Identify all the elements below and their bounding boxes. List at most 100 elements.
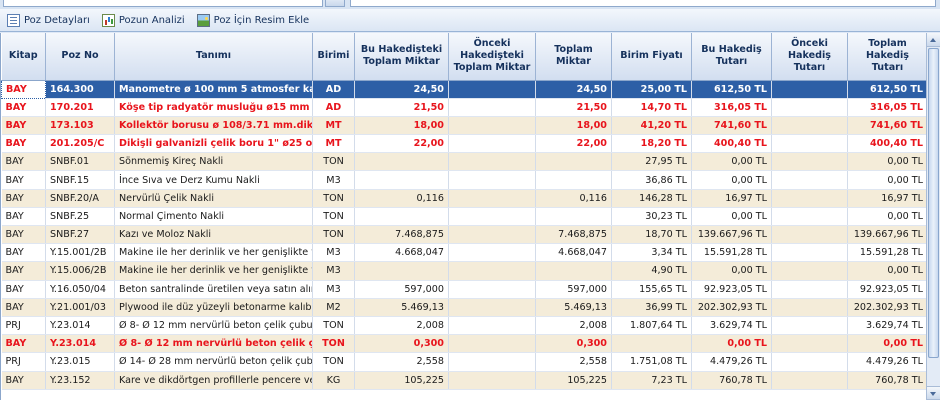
cell-bu-hakedis-miktar[interactable]	[354, 152, 449, 172]
cell-kitap[interactable]: BAY	[1, 261, 46, 281]
col-header-onceki-hakedis-miktar[interactable]: Önceki Hakedişteki Toplam Miktar	[448, 33, 536, 81]
cell-poz-no[interactable]: 173.103	[45, 116, 115, 136]
cell-onceki-hakedis-tutari[interactable]	[771, 243, 848, 263]
cell-onceki-hakedis-miktar[interactable]	[448, 80, 536, 99]
cell-bu-hakedis-tutari[interactable]: 202.302,93 TL	[691, 298, 772, 317]
cell-bu-hakedis-miktar[interactable]: 7.468,875	[354, 225, 449, 245]
cell-poz-no[interactable]: 170.201	[45, 98, 115, 117]
col-header-poz-no[interactable]: Poz No	[45, 33, 115, 81]
cell-poz-no[interactable]: SNBF.27	[45, 225, 115, 245]
cell-tanimi[interactable]: Manometre ø 100 mm 5 atmosfer kad	[114, 80, 313, 99]
cell-bu-hakedis-tutari[interactable]: 741,60 TL	[691, 116, 772, 136]
col-header-onceki-hakedis-tutari[interactable]: Önceki Hakediş Tutarı	[771, 33, 848, 81]
cell-onceki-hakedis-tutari[interactable]	[771, 116, 848, 136]
cell-toplam-hakedis-tutari[interactable]: 741,60 TL	[847, 116, 926, 136]
table-row[interactable]: BAY Y.23.014 Ø 8- Ø 12 mm nervürlü beton ç…	[1, 334, 926, 354]
cell-birimi[interactable]: TON	[312, 207, 355, 227]
cell-toplam-miktar[interactable]: 2,008	[535, 316, 612, 336]
cell-poz-no[interactable]: SNBF.25	[45, 207, 115, 227]
cell-kitap[interactable]: BAY	[1, 152, 46, 172]
cell-kitap[interactable]: BAY	[1, 98, 46, 117]
cell-poz-no[interactable]: Y.15.001/2B	[45, 243, 115, 263]
cell-bu-hakedis-miktar[interactable]: 24,50	[354, 80, 449, 99]
cell-birim-fiyati[interactable]: 41,20 TL	[611, 116, 692, 136]
cell-poz-no[interactable]: Y.21.001/03	[45, 298, 115, 317]
cell-kitap[interactable]: BAY	[1, 79, 46, 99]
cell-birimi[interactable]: MT	[312, 116, 355, 136]
cell-bu-hakedis-miktar[interactable]: 18,00	[354, 116, 449, 136]
filter-combo-input[interactable]	[3, 0, 323, 7]
cell-onceki-hakedis-tutari[interactable]	[771, 189, 848, 208]
col-header-bu-hakedis-miktar[interactable]: Bu Hakedişteki Toplam Miktar	[354, 33, 449, 81]
cell-bu-hakedis-miktar[interactable]: 4.668,047	[354, 243, 449, 263]
vertical-scrollbar[interactable]	[926, 33, 940, 400]
add-image-button[interactable]: Poz İçin Resim Ekle	[194, 11, 313, 29]
cell-poz-no[interactable]: 164.300	[45, 80, 115, 99]
cell-tanimi[interactable]: Kollektör borusu ø 108/3.71 mm.dikiş	[114, 116, 313, 136]
cell-onceki-hakedis-miktar[interactable]	[448, 207, 536, 227]
cell-bu-hakedis-tutari[interactable]: 0,00 TL	[691, 152, 772, 172]
cell-toplam-miktar[interactable]: 24,50	[535, 80, 612, 99]
cell-birim-fiyati[interactable]: 3,34 TL	[611, 243, 692, 263]
poz-analysis-button[interactable]: Pozun Analizi	[99, 11, 188, 29]
cell-bu-hakedis-tutari[interactable]: 16,97 TL	[691, 189, 772, 208]
cell-kitap[interactable]: BAY	[1, 170, 46, 190]
cell-onceki-hakedis-tutari[interactable]	[771, 134, 848, 154]
cell-poz-no[interactable]: Y.23.152	[45, 371, 115, 390]
cell-bu-hakedis-miktar[interactable]: 21,50	[354, 98, 449, 117]
cell-bu-hakedis-tutari[interactable]: 0,00 TL	[691, 170, 772, 190]
cell-toplam-miktar[interactable]	[535, 152, 612, 172]
cell-onceki-hakedis-miktar[interactable]	[448, 316, 536, 336]
cell-kitap[interactable]: BAY	[1, 243, 46, 263]
table-row[interactable]: BAY 173.103 Kollektör borusu ø 108/3.71 mm…	[1, 116, 926, 136]
cell-onceki-hakedis-tutari[interactable]	[771, 352, 848, 372]
cell-kitap[interactable]: PRJ	[1, 316, 46, 336]
scroll-up-arrow-icon[interactable]	[927, 33, 940, 47]
cell-onceki-hakedis-miktar[interactable]	[448, 116, 536, 136]
cell-toplam-miktar[interactable]	[535, 207, 612, 227]
cell-tanimi[interactable]: Makine ile her derinlik ve her genişlikt…	[114, 261, 313, 281]
cell-toplam-hakedis-tutari[interactable]: 612,50 TL	[847, 80, 926, 99]
cell-kitap[interactable]: BAY	[1, 207, 46, 227]
cell-toplam-hakedis-tutari[interactable]: 400,40 TL	[847, 134, 926, 154]
cell-birim-fiyati[interactable]: 7,23 TL	[611, 371, 692, 390]
col-header-bu-hakedis-tutari[interactable]: Bu Hakediş Tutarı	[691, 33, 772, 81]
cell-tanimi[interactable]: Kazı ve Moloz Nakli	[114, 225, 313, 245]
cell-bu-hakedis-miktar[interactable]: 2,008	[354, 316, 449, 336]
cell-bu-hakedis-tutari[interactable]: 3.629,74 TL	[691, 316, 772, 336]
cell-toplam-miktar[interactable]: 21,50	[535, 98, 612, 117]
col-header-toplam-hakedis-tutari[interactable]: Toplam Hakediş Tutarı	[847, 33, 926, 81]
cell-birim-fiyati[interactable]: 18,20 TL	[611, 134, 692, 154]
cell-toplam-hakedis-tutari[interactable]: 0,00 TL	[847, 334, 926, 354]
cell-onceki-hakedis-miktar[interactable]	[448, 134, 536, 154]
table-row[interactable]: BAY SNBF.27 Kazı ve Moloz Nakli TON 7.468,87…	[1, 225, 926, 245]
table-row[interactable]: BAY 164.300 Manometre ø 100 mm 5 atmosfer …	[1, 79, 926, 99]
table-row[interactable]: BAY 201.205/C Dikişli galvanizli çelik bor…	[1, 134, 926, 154]
cell-onceki-hakedis-miktar[interactable]	[448, 261, 536, 281]
cell-kitap[interactable]: BAY	[1, 116, 46, 136]
cell-bu-hakedis-tutari[interactable]: 612,50 TL	[691, 80, 772, 99]
cell-kitap[interactable]: BAY	[1, 189, 46, 208]
cell-bu-hakedis-tutari[interactable]: 316,05 TL	[691, 98, 772, 117]
cell-tanimi[interactable]: Ø 14- Ø 28 mm nervürlü beton çelik çub	[114, 352, 313, 372]
cell-birim-fiyati[interactable]: 155,65 TL	[611, 280, 692, 299]
table-row[interactable]: BAY 170.201 Köşe tip radyatör musluğu ø15 …	[1, 98, 926, 117]
cell-tanimi[interactable]: Kare ve dikdörtgen profillerle pencere v…	[114, 371, 313, 390]
col-header-birim-fiyati[interactable]: Birim Fiyatı	[611, 33, 692, 81]
cell-onceki-hakedis-miktar[interactable]	[448, 98, 536, 117]
cell-toplam-hakedis-tutari[interactable]: 15.591,28 TL	[847, 243, 926, 263]
cell-bu-hakedis-tutari[interactable]: 4.479,26 TL	[691, 352, 772, 372]
cell-birim-fiyati[interactable]	[611, 334, 692, 354]
cell-onceki-hakedis-miktar[interactable]	[448, 371, 536, 390]
cell-onceki-hakedis-tutari[interactable]	[771, 152, 848, 172]
scroll-down-arrow-icon[interactable]	[927, 386, 940, 400]
cell-bu-hakedis-miktar[interactable]	[354, 261, 449, 281]
cell-toplam-hakedis-tutari[interactable]: 0,00 TL	[847, 152, 926, 172]
table-row[interactable]: BAY SNBF.20/A Nervürlü Çelik Nakli TON 0,116…	[1, 189, 926, 208]
cell-kitap[interactable]: BAY	[1, 280, 46, 299]
cell-onceki-hakedis-miktar[interactable]	[448, 152, 536, 172]
cell-birim-fiyati[interactable]: 36,99 TL	[611, 298, 692, 317]
cell-birimi[interactable]: TON	[312, 352, 355, 372]
cell-kitap[interactable]: PRJ	[1, 352, 46, 372]
cell-toplam-hakedis-tutari[interactable]: 4.479,26 TL	[847, 352, 926, 372]
